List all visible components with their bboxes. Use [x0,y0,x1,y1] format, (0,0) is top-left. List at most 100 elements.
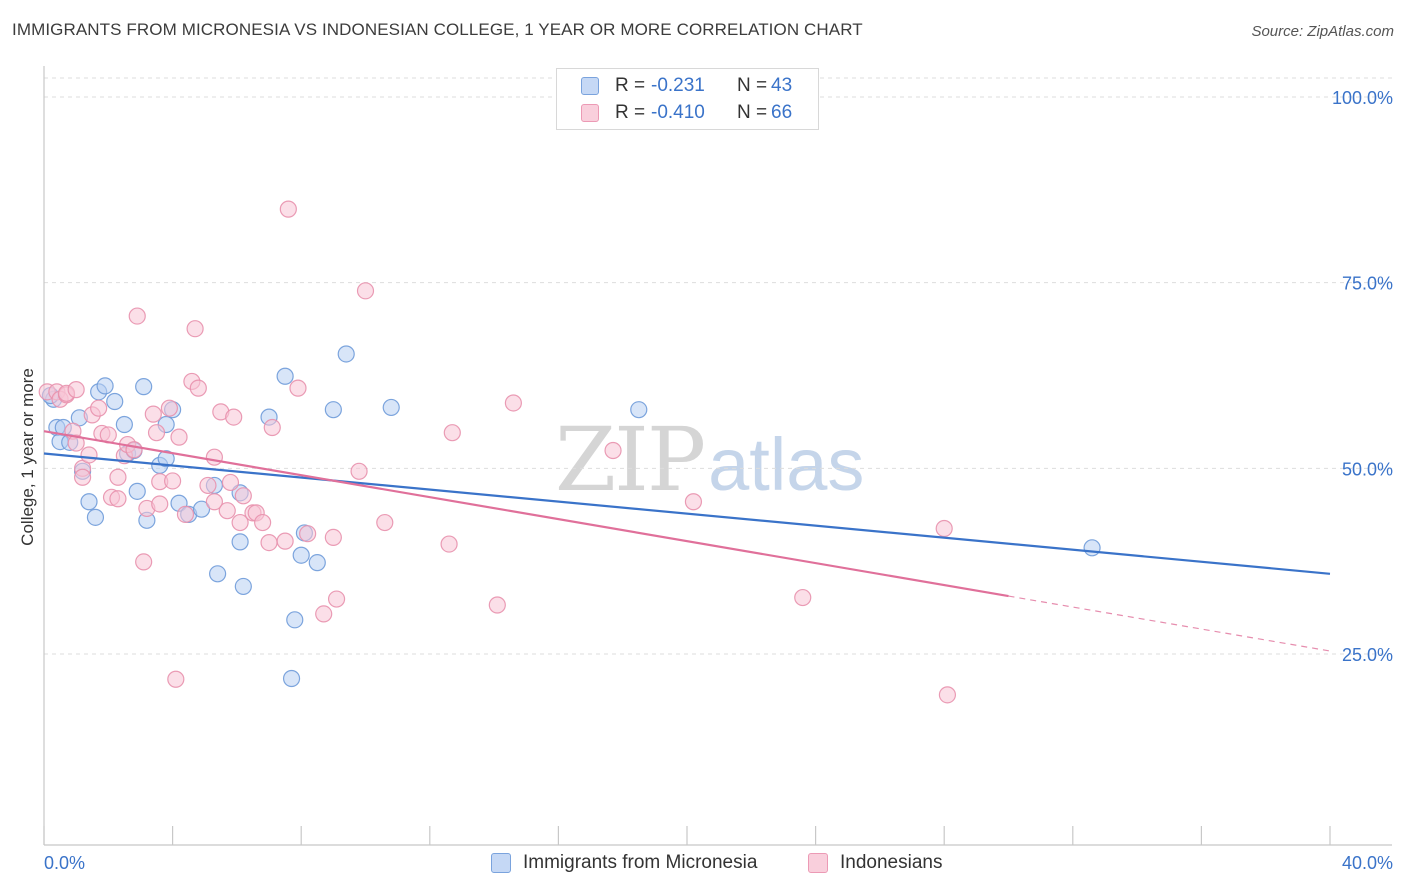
source-credit: Source: ZipAtlas.com [1251,23,1394,40]
point-indonesians [128,307,146,325]
y-tick-label: 50.0% [1342,459,1393,479]
point-indonesians [327,590,346,608]
point-indonesians [147,424,166,442]
point-indonesians [488,596,506,614]
r-value: -0.410 [651,102,705,123]
point-indonesians [135,553,153,571]
point-indonesians [199,476,217,495]
r-label: R = [615,75,646,96]
point-indonesians [276,532,294,550]
point-micronesia [324,401,342,419]
n-value: 43 [771,75,793,96]
point-indonesians [67,434,85,452]
point-indonesians [440,535,458,553]
point-indonesians [167,670,185,688]
y-tick-label: 75.0% [1342,274,1393,294]
point-micronesia [231,533,249,551]
point-indonesians [315,605,333,623]
point-micronesia [209,565,227,583]
point-micronesia [234,577,252,596]
legend-label: Indonesians [840,852,943,873]
point-indonesians [234,487,252,505]
point-indonesians [125,441,143,459]
watermark-zip: ZIP [555,408,706,511]
blue-swatch [491,853,511,873]
point-indonesians [67,381,85,399]
point-indonesians [109,468,127,486]
point-indonesians [289,379,307,397]
pink-swatch [581,104,599,122]
point-micronesia [630,401,648,419]
point-micronesia [337,345,355,363]
point-micronesia [192,500,211,518]
point-indonesians [350,462,368,480]
point-indonesians [218,502,236,520]
point-indonesians [221,473,240,492]
x-tick-label: 40.0% [1342,853,1393,873]
point-micronesia [157,450,175,468]
point-micronesia [292,546,310,564]
point-micronesia [276,367,294,385]
point-indonesians [794,588,812,607]
trend-line-micronesia [43,452,1331,575]
r-value: -0.231 [651,75,705,96]
point-indonesians [254,513,272,532]
watermark: ZIPatlas [555,408,864,511]
point-micronesia [96,377,114,395]
x-tick-label: 0.0% [44,853,85,873]
point-indonesians [205,493,223,511]
point-micronesia [382,398,400,417]
point-micronesia [106,392,124,411]
point-indonesians [109,490,127,508]
r-label: R = [615,102,646,123]
point-micronesia [115,415,133,434]
point-indonesians [90,399,108,417]
point-indonesians [299,525,317,543]
point-indonesians [80,446,98,464]
point-micronesia [308,554,326,572]
watermark-atlas: atlas [708,423,865,506]
n-label: N = [737,102,768,123]
point-indonesians [504,394,522,412]
point-indonesians [225,408,243,426]
point-micronesia [135,378,153,396]
point-indonesians [324,528,342,547]
point-indonesians [176,505,195,523]
point-indonesians [935,519,953,538]
point-indonesians [151,495,169,513]
point-indonesians [160,399,178,417]
point-micronesia [1083,539,1101,557]
pink-swatch [808,853,828,873]
point-indonesians [604,441,622,460]
point-indonesians [684,493,703,511]
y-tick-label: 25.0% [1342,645,1393,665]
n-label: N = [737,75,768,96]
n-value: 66 [771,102,793,123]
point-micronesia [86,508,105,526]
y-tick-label: 100.0% [1332,88,1393,108]
point-indonesians [170,428,188,446]
y-axis-title: College, 1 year or more [18,368,37,546]
point-micronesia [128,482,146,500]
legend-label: Immigrants from Micronesia [523,852,758,873]
chart-title: IMMIGRANTS FROM MICRONESIA VS INDONESIAN… [12,20,863,39]
point-micronesia [282,669,301,688]
point-indonesians [260,533,278,552]
point-indonesians [186,320,204,338]
point-indonesians [938,686,957,704]
point-indonesians [263,418,281,437]
point-indonesians [73,468,92,486]
point-indonesians [231,513,249,532]
trend-line-indonesians [43,430,1009,598]
point-indonesians [356,282,375,300]
point-micronesia [80,493,98,511]
point-indonesians [189,379,207,397]
point-indonesians [144,405,162,423]
point-indonesians [164,472,182,490]
stats-legend: R = -0.231 N = 43 R = -0.410 N = 66 [556,68,819,130]
point-micronesia [286,611,304,629]
point-indonesians [376,513,394,532]
blue-swatch [581,77,599,95]
trend-line-indonesians-extension [1008,595,1331,652]
